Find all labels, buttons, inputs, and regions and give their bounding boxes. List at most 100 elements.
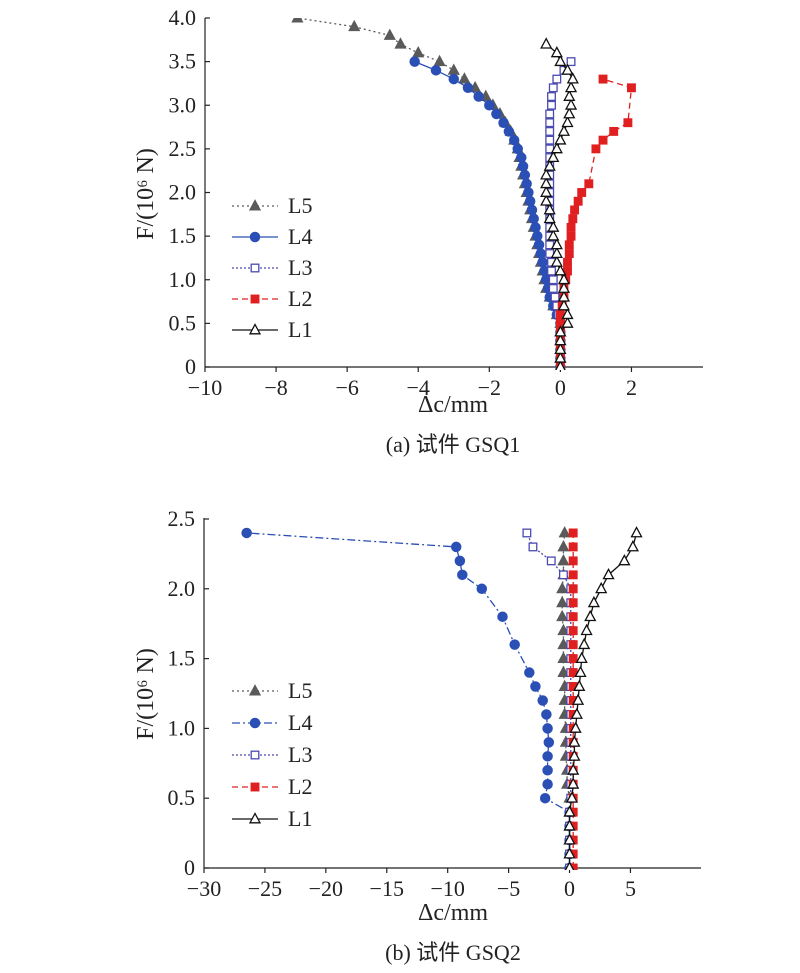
data-point-l1	[568, 749, 581, 761]
data-point-l1	[540, 176, 553, 189]
x-tick-label: −15	[370, 876, 404, 901]
data-point-l5	[557, 637, 570, 650]
data-point-l4	[497, 611, 508, 622]
data-point-l2	[568, 584, 578, 594]
data-point-l1	[550, 255, 563, 267]
data-point-l4	[512, 143, 523, 155]
data-point-l1	[564, 80, 578, 93]
data-point-l3	[545, 109, 555, 119]
x-axis-title: Δc/mm	[418, 392, 488, 418]
data-point-l2	[623, 118, 633, 128]
x-tick-label: −5	[497, 876, 520, 901]
data-point-l3	[547, 266, 556, 276]
data-point-l1	[567, 777, 580, 789]
data-point-l1	[574, 665, 587, 678]
data-point-l4	[537, 695, 548, 706]
data-point-l2	[568, 640, 578, 650]
data-point-l3	[566, 57, 576, 67]
data-point-l5	[412, 46, 425, 58]
data-point-l3	[548, 275, 558, 285]
x-tick-label: −25	[248, 876, 282, 901]
y-tick-label: 0	[185, 354, 196, 379]
data-point-l1	[618, 554, 631, 566]
data-point-l4	[519, 169, 531, 181]
data-point-l3	[545, 126, 555, 136]
data-point-l2	[568, 654, 578, 664]
data-point-l1	[566, 72, 579, 84]
data-point-l4	[526, 204, 538, 216]
y-tick-label: 0	[184, 855, 195, 880]
data-point-l5	[291, 18, 304, 23]
data-point-l1	[554, 325, 567, 337]
data-point-l1	[543, 203, 556, 215]
legend-label-l4: L4	[288, 224, 312, 249]
data-point-l1	[626, 540, 639, 552]
data-point-l1	[554, 54, 567, 67]
data-point-l5	[556, 581, 569, 594]
y-tick-label: 2.0	[168, 576, 196, 601]
data-point-l1	[573, 679, 586, 691]
data-point-l1	[630, 526, 643, 538]
x-tick-label: 0	[564, 876, 575, 901]
data-point-l1	[570, 707, 583, 719]
data-point-l1	[563, 819, 576, 831]
data-point-l2	[627, 83, 636, 93]
data-point-l1	[550, 237, 563, 250]
legend-marker-l5	[248, 684, 262, 696]
x-tick-label: 0	[555, 375, 566, 400]
data-point-l3	[546, 556, 556, 566]
data-point-l1	[561, 115, 574, 128]
data-point-l2	[568, 570, 578, 580]
data-point-l1	[578, 637, 591, 650]
y-tick-label: 1.5	[168, 646, 196, 671]
data-point-l4	[542, 751, 553, 762]
data-point-l5	[383, 28, 396, 40]
data-point-l1	[557, 272, 571, 285]
data-point-l1	[563, 805, 576, 817]
data-point-l2	[598, 74, 608, 84]
data-point-l1	[561, 307, 574, 320]
data-point-l4	[462, 82, 474, 94]
data-point-l1	[554, 133, 567, 145]
data-point-l2	[568, 556, 578, 566]
data-point-l4	[528, 213, 539, 224]
x-tick-label: −10	[188, 375, 222, 400]
x-tick-label: −20	[309, 876, 343, 901]
data-point-l2	[564, 240, 574, 250]
legend-marker-l4	[249, 231, 261, 243]
data-point-l5	[557, 665, 570, 678]
legend-marker-l3	[250, 750, 260, 760]
y-tick-label: 2.0	[169, 180, 197, 205]
data-point-l2	[563, 257, 572, 267]
data-point-l2	[568, 626, 578, 636]
data-point-l1	[561, 63, 574, 75]
data-point-l1	[554, 351, 567, 363]
legend-marker-l1	[248, 812, 262, 824]
caption-a: (a) 试件 GSQ1	[386, 432, 520, 457]
data-point-l1	[564, 98, 578, 110]
legend-marker-l4	[249, 717, 261, 729]
data-point-l1	[557, 124, 571, 136]
y-tick-label: 0.5	[168, 785, 196, 810]
data-point-l1	[569, 721, 582, 733]
y-tick-label: 1.5	[169, 223, 197, 248]
data-point-l2	[568, 214, 578, 224]
data-point-l1	[554, 333, 567, 346]
data-point-l1	[543, 211, 556, 224]
legend-marker-l2	[250, 782, 260, 792]
data-point-l4	[542, 723, 553, 734]
data-point-l1	[557, 299, 571, 311]
y-tick-label: 2.5	[169, 136, 197, 161]
data-point-l1	[563, 847, 576, 859]
data-point-l2	[570, 205, 580, 215]
legend-label-l3: L3	[288, 742, 312, 767]
data-point-l4	[517, 161, 529, 172]
data-point-l4	[516, 152, 527, 163]
data-point-l4	[409, 56, 420, 67]
data-point-l1	[547, 150, 560, 163]
data-point-l3	[550, 292, 560, 302]
x-tick-label: −4	[407, 375, 430, 400]
data-point-l2	[584, 179, 594, 189]
data-point-l5	[433, 54, 446, 67]
data-point-l1	[587, 595, 600, 608]
